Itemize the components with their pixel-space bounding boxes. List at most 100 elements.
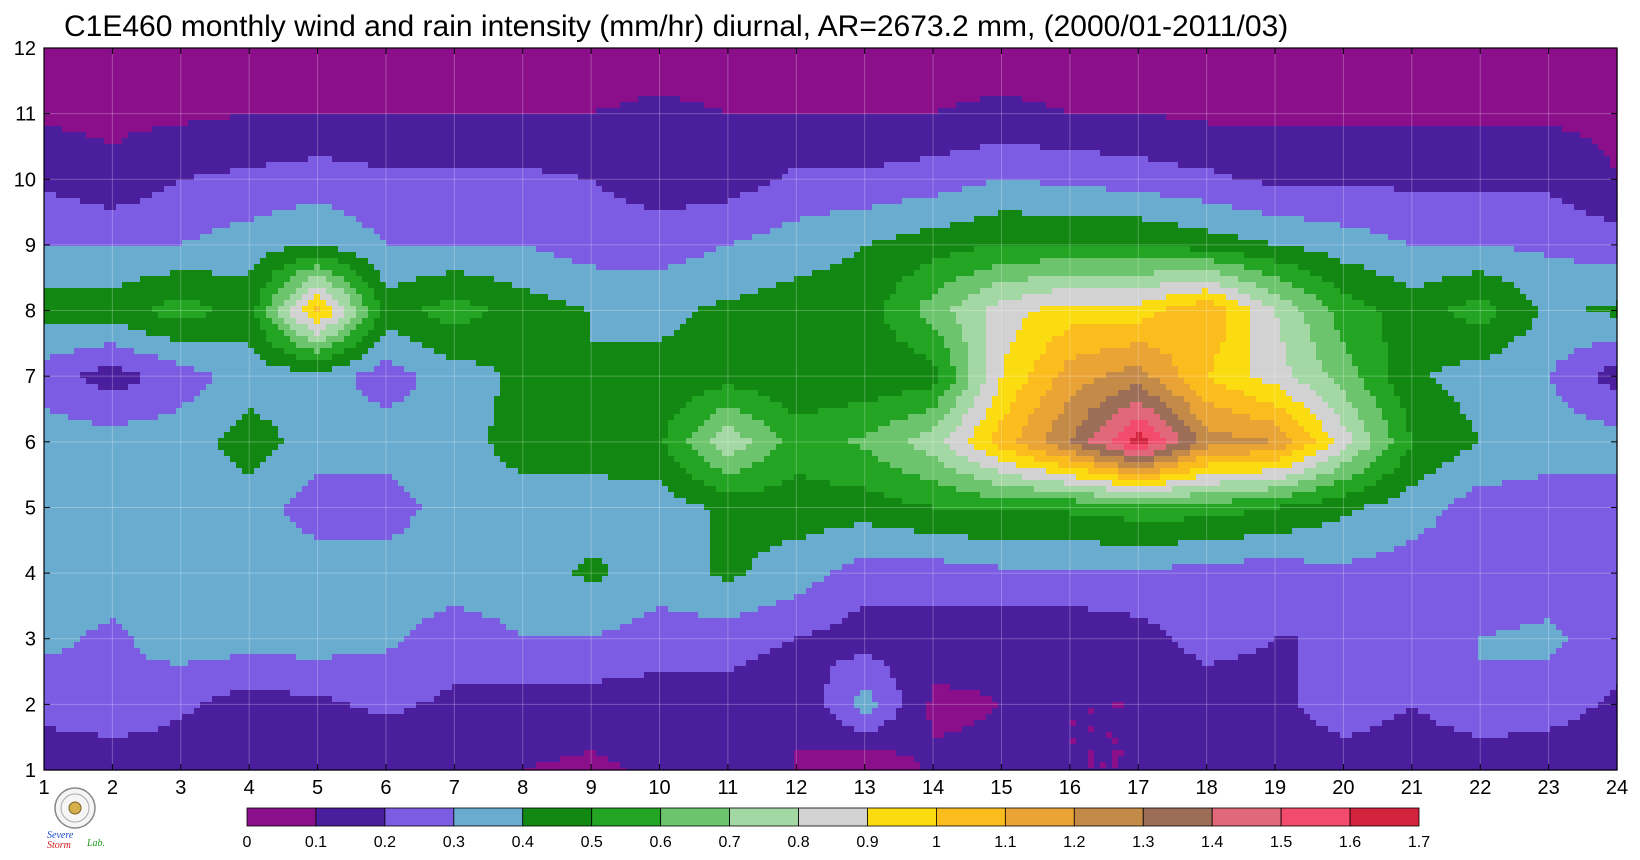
field-cell — [752, 108, 759, 115]
field-cell — [788, 114, 795, 121]
field-cell — [644, 72, 651, 79]
field-cell — [1304, 84, 1311, 91]
field-cell — [122, 132, 129, 139]
field-cell — [416, 96, 423, 103]
field-cell — [542, 132, 549, 139]
field-cell — [62, 78, 69, 85]
field-cell — [896, 138, 903, 145]
field-cell — [866, 120, 873, 127]
field-cell — [1280, 54, 1287, 61]
field-cell — [1484, 126, 1491, 133]
field-cell — [68, 96, 75, 103]
field-cell — [212, 90, 219, 97]
field-cell — [1232, 132, 1239, 139]
field-cell — [104, 84, 111, 91]
field-cell — [1562, 84, 1569, 91]
field-cell — [98, 120, 105, 127]
field-cell — [1550, 72, 1557, 79]
field-cell — [1376, 66, 1383, 73]
field-cell — [1574, 138, 1581, 145]
field-cell — [152, 114, 159, 121]
field-cell — [824, 102, 831, 109]
field-cell — [788, 108, 795, 115]
field-cell — [602, 120, 609, 127]
field-cell — [578, 156, 585, 163]
field-cell — [1094, 66, 1101, 73]
field-cell — [1052, 120, 1059, 127]
field-cell — [128, 84, 135, 91]
field-cell — [752, 102, 759, 109]
field-cell — [194, 144, 201, 151]
field-cell — [308, 60, 315, 67]
field-cell — [1550, 120, 1557, 127]
field-cell — [968, 72, 975, 79]
field-cell — [1052, 138, 1059, 145]
field-cell — [224, 126, 231, 133]
field-cell — [254, 78, 261, 85]
field-cell — [146, 96, 153, 103]
field-cell — [302, 108, 309, 115]
field-cell — [950, 54, 957, 61]
field-cell — [530, 132, 537, 139]
field-cell — [470, 150, 477, 157]
field-cell — [1274, 150, 1281, 157]
field-cell — [386, 90, 393, 97]
field-cell — [1484, 150, 1491, 157]
field-cell — [242, 144, 249, 151]
field-cell — [1220, 102, 1227, 109]
field-cell — [86, 120, 93, 127]
field-cell — [854, 66, 861, 73]
field-cell — [686, 90, 693, 97]
field-cell — [326, 84, 333, 91]
field-cell — [518, 108, 525, 115]
field-cell — [890, 84, 897, 91]
field-cell — [200, 96, 207, 103]
field-cell — [944, 48, 951, 55]
field-cell — [368, 66, 375, 73]
field-cell — [1484, 108, 1491, 115]
field-cell — [752, 48, 759, 55]
field-cell — [974, 48, 981, 55]
field-cell — [68, 54, 75, 61]
field-cell — [1142, 78, 1149, 85]
field-cell — [692, 84, 699, 91]
field-cell — [122, 66, 129, 73]
field-cell — [536, 126, 543, 133]
field-cell — [590, 144, 597, 151]
field-cell — [1148, 150, 1155, 157]
field-cell — [1604, 120, 1611, 127]
field-cell — [698, 108, 705, 115]
field-cell — [362, 96, 369, 103]
field-cell — [530, 126, 537, 133]
field-cell — [980, 114, 987, 121]
field-cell — [458, 108, 465, 115]
field-cell — [956, 156, 963, 163]
field-cell — [740, 84, 747, 91]
field-cell — [1508, 90, 1515, 97]
field-cell — [1064, 48, 1071, 55]
field-cell — [92, 126, 99, 133]
field-cell — [914, 90, 921, 97]
field-cell — [152, 90, 159, 97]
field-cell — [452, 54, 459, 61]
field-cell — [872, 72, 879, 79]
field-cell — [1496, 120, 1503, 127]
field-cell — [1160, 72, 1167, 79]
field-cell — [134, 84, 141, 91]
field-cell — [1166, 126, 1173, 133]
field-cell — [254, 72, 261, 79]
field-cell — [1328, 78, 1335, 85]
field-cell — [164, 102, 171, 109]
field-cell — [188, 90, 195, 97]
field-cell — [86, 48, 93, 55]
field-cell — [1598, 120, 1605, 127]
field-cell — [488, 48, 495, 55]
field-cell — [1142, 60, 1149, 67]
field-cell — [1298, 60, 1305, 67]
field-cell — [1280, 120, 1287, 127]
field-cell — [1016, 114, 1023, 121]
field-cell — [638, 150, 645, 157]
field-cell — [1568, 102, 1575, 109]
field-cell — [1040, 132, 1047, 139]
field-cell — [284, 138, 291, 145]
